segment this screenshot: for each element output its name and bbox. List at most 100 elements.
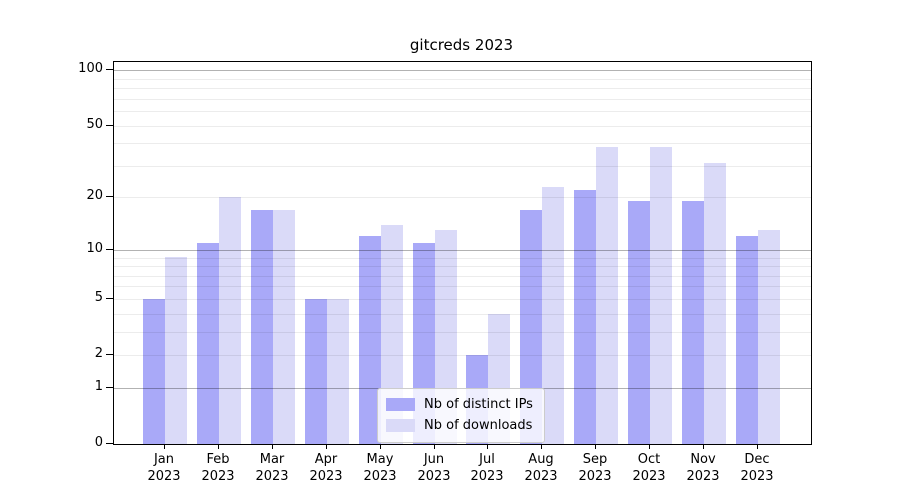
x-axis-tick	[434, 444, 435, 449]
x-axis-tick-label: Nov 2023	[668, 451, 738, 485]
x-axis-tick	[272, 444, 273, 449]
gridline-major	[114, 250, 811, 251]
legend-item-downloads: Nb of downloads	[386, 415, 536, 436]
bar-distinct-ips	[359, 236, 381, 444]
chart-title: gitcreds 2023	[409, 36, 514, 54]
x-axis-tick-label: Aug 2023	[506, 451, 576, 485]
gridline-minor	[114, 286, 811, 287]
x-axis-tick-label: Jul 2023	[452, 451, 522, 485]
x-tick-year: 2023	[309, 469, 343, 484]
x-axis-tick	[164, 444, 165, 449]
gridline-minor	[114, 299, 811, 300]
y-axis-tick	[106, 387, 113, 388]
gridline-minor	[114, 88, 811, 89]
gridline-minor	[114, 197, 811, 198]
x-tick-year: 2023	[470, 469, 504, 484]
gridline-minor	[114, 314, 811, 315]
y-axis-tick	[106, 196, 113, 197]
x-axis-tick-label: Oct 2023	[614, 451, 684, 485]
x-tick-year: 2023	[686, 469, 720, 484]
x-tick-month: Dec	[744, 452, 770, 467]
bar-distinct-ips	[574, 190, 596, 444]
x-tick-year: 2023	[363, 469, 397, 484]
bar-downloads	[650, 147, 672, 444]
x-axis-tick-label: Jan 2023	[129, 451, 199, 485]
x-tick-month: Oct	[637, 452, 661, 467]
bar-distinct-ips	[251, 210, 273, 444]
legend-swatch-distinct-ips	[386, 398, 415, 411]
x-tick-year: 2023	[147, 469, 181, 484]
bar-distinct-ips	[143, 299, 165, 444]
x-axis-tick	[218, 444, 219, 449]
x-tick-month: Apr	[314, 452, 338, 467]
gridline-minor	[114, 166, 811, 167]
x-tick-month: Jun	[423, 452, 445, 467]
legend-label-downloads: Nb of downloads	[424, 418, 533, 433]
y-axis-tick-label: 20	[86, 188, 103, 203]
y-axis-tick	[106, 443, 113, 444]
x-tick-year: 2023	[632, 469, 666, 484]
x-tick-year: 2023	[255, 469, 289, 484]
gridline-minor	[114, 332, 811, 333]
bar-distinct-ips	[682, 201, 704, 444]
x-tick-year: 2023	[740, 469, 774, 484]
bar-distinct-ips	[305, 299, 327, 444]
x-tick-year: 2023	[417, 469, 451, 484]
x-axis-tick-label: Apr 2023	[291, 451, 361, 485]
x-axis-tick-label: Jun 2023	[399, 451, 469, 485]
x-tick-month: May	[366, 452, 394, 467]
x-tick-month: Mar	[259, 452, 285, 467]
x-tick-month: Jul	[479, 452, 495, 467]
x-axis-tick	[703, 444, 704, 449]
bar-downloads	[596, 147, 618, 444]
y-axis-tick	[106, 298, 113, 299]
gridline-minor	[114, 79, 811, 80]
gridline-minor	[114, 143, 811, 144]
y-axis-tick-label: 2	[94, 346, 103, 361]
x-axis-tick	[487, 444, 488, 449]
plot-area	[113, 61, 812, 445]
x-axis-tick-label: Sep 2023	[560, 451, 630, 485]
x-axis-tick	[326, 444, 327, 449]
gridline-minor	[114, 258, 811, 259]
gridline-minor	[114, 111, 811, 112]
y-axis-tick-label: 100	[78, 61, 103, 76]
x-axis-tick-label: May 2023	[345, 451, 415, 485]
gridline-minor	[114, 355, 811, 356]
gridline-minor	[114, 126, 811, 127]
y-axis-tick-label: 1	[94, 379, 103, 394]
bar-downloads	[542, 187, 564, 444]
x-axis-tick	[541, 444, 542, 449]
x-axis-tick	[649, 444, 650, 449]
x-axis-tick	[757, 444, 758, 449]
x-axis-tick-label: Feb 2023	[183, 451, 253, 485]
x-axis-tick-label: Dec 2023	[722, 451, 792, 485]
x-tick-month: Aug	[528, 452, 554, 467]
bar-downloads	[327, 299, 349, 444]
y-axis-tick	[106, 125, 113, 126]
x-tick-year: 2023	[201, 469, 235, 484]
x-tick-month: Feb	[206, 452, 230, 467]
bar-distinct-ips	[520, 210, 542, 444]
x-axis-tick	[380, 444, 381, 449]
gridline-minor	[114, 276, 811, 277]
x-tick-month: Nov	[690, 452, 716, 467]
x-tick-year: 2023	[578, 469, 612, 484]
bar-downloads	[273, 210, 295, 444]
x-axis-tick	[595, 444, 596, 449]
bar-distinct-ips	[736, 236, 758, 444]
bar-distinct-ips	[628, 201, 650, 444]
x-tick-year: 2023	[524, 469, 558, 484]
y-axis-tick-label: 10	[86, 241, 103, 256]
y-axis-tick	[106, 354, 113, 355]
legend-swatch-downloads	[386, 419, 415, 432]
bar-downloads	[704, 163, 726, 444]
legend-label-distinct-ips: Nb of distinct IPs	[424, 397, 533, 412]
x-tick-month: Jan	[153, 452, 175, 467]
y-axis-tick-label: 50	[86, 117, 103, 132]
bar-downloads	[219, 197, 241, 444]
y-axis-tick-label: 0	[94, 435, 103, 450]
bar-downloads	[165, 257, 187, 444]
bar-distinct-ips	[197, 243, 219, 444]
